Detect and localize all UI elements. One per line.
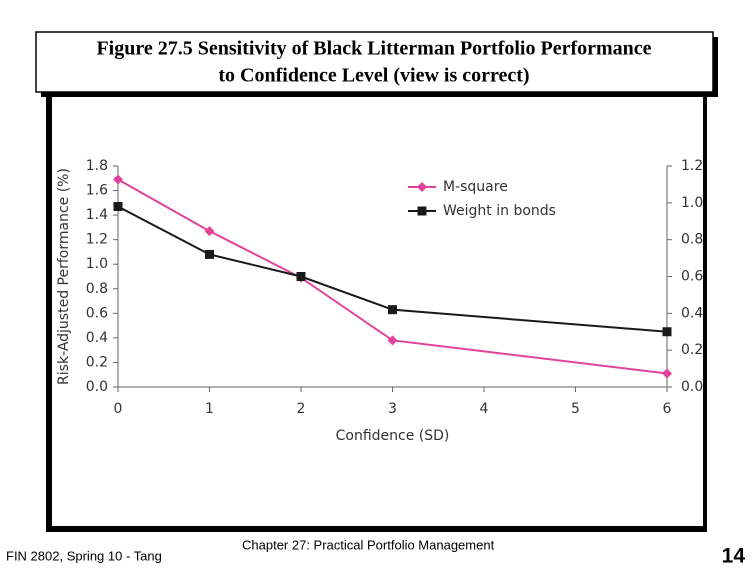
legend-label: M-square xyxy=(443,179,508,195)
y-tick-label: 0.2 xyxy=(86,354,108,370)
marker xyxy=(662,327,672,337)
marker xyxy=(204,226,215,237)
y2-tick-label: 1.0 xyxy=(681,195,703,211)
x-tick-label: 3 xyxy=(388,401,397,417)
title-line: Figure 27.5 Sensitivity of Black Litterm… xyxy=(96,38,651,60)
marker xyxy=(387,335,398,346)
marker xyxy=(296,272,306,281)
marker xyxy=(662,368,672,379)
page-number: 14 xyxy=(722,545,746,568)
marker xyxy=(113,202,123,212)
x-tick-label: 4 xyxy=(480,401,489,417)
x-tick-label: 1 xyxy=(205,401,214,417)
y-axis-label: Risk-Adjusted Performance (%) xyxy=(56,168,72,385)
y2-tick-label: 0.6 xyxy=(681,269,703,285)
marker xyxy=(113,174,123,185)
legend-label: Weight in bonds xyxy=(443,203,556,219)
y-tick-label: 1.6 xyxy=(86,183,108,199)
footer-left: FIN 2802, Spring 10 - Tang xyxy=(6,548,162,563)
y-tick-label: 0.4 xyxy=(86,330,108,346)
marker xyxy=(205,249,214,259)
title-line: to Confidence Level (view is correct) xyxy=(218,65,529,87)
x-axis-label: Confidence (SD) xyxy=(336,428,450,444)
y-tick-label: 1.0 xyxy=(86,256,108,272)
y2-tick-label: 0.8 xyxy=(681,232,703,248)
legend-marker xyxy=(417,182,427,192)
x-tick-label: 2 xyxy=(297,401,306,417)
y-tick-label: 0.8 xyxy=(86,281,108,297)
y-tick-label: 1.4 xyxy=(86,207,108,223)
y2-tick-label: 1.2 xyxy=(681,158,703,174)
x-tick-label: 5 xyxy=(571,401,580,417)
y-tick-label: 1.8 xyxy=(86,158,108,174)
x-tick-label: 6 xyxy=(663,401,672,417)
y2-tick-label: 0.0 xyxy=(681,379,703,395)
y-tick-label: 0.0 xyxy=(86,379,108,395)
x-tick-label: 0 xyxy=(114,401,123,417)
y-tick-label: 1.2 xyxy=(86,232,108,248)
legend-marker xyxy=(417,206,427,216)
y2-tick-label: 0.4 xyxy=(681,305,703,321)
title-box xyxy=(35,31,714,93)
chart-area xyxy=(52,95,703,526)
y2-tick-label: 0.2 xyxy=(681,342,703,358)
y-tick-label: 0.6 xyxy=(86,305,108,321)
footer-center: Chapter 27: Practical Portfolio Manageme… xyxy=(242,537,495,552)
marker xyxy=(388,305,397,315)
